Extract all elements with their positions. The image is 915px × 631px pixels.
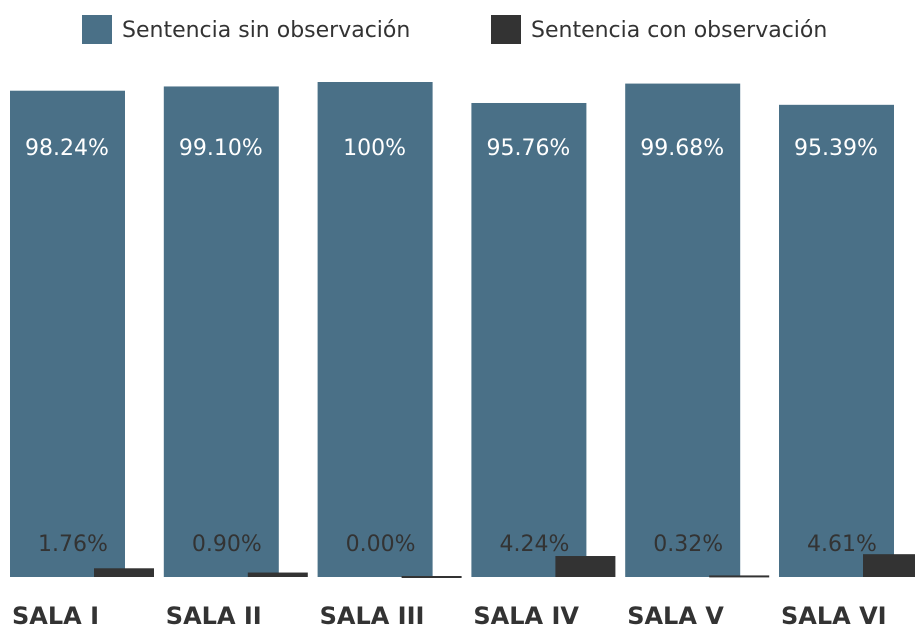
- value-label: 95.39%: [794, 136, 878, 161]
- legend-label: Sentencia con observación: [531, 18, 827, 43]
- legend-swatch: [491, 15, 521, 44]
- value-label: 98.24%: [25, 136, 109, 161]
- value-label: 4.24%: [499, 532, 569, 557]
- bar: [863, 554, 915, 577]
- bar: [247, 572, 308, 577]
- x-tick-label: SALA II: [166, 602, 262, 627]
- value-label: 0.00%: [346, 532, 416, 557]
- value-label: 0.90%: [192, 532, 262, 557]
- bar: [94, 568, 154, 577]
- bar: [163, 86, 279, 577]
- value-label: 99.68%: [640, 136, 724, 161]
- bar: [401, 576, 462, 578]
- bar: [709, 575, 770, 578]
- bar: [555, 556, 616, 577]
- x-tick-label: SALA I: [12, 602, 99, 627]
- x-tick-label: SALA III: [320, 602, 425, 627]
- value-label: 0.32%: [653, 532, 723, 557]
- bar: [779, 104, 894, 577]
- legend-swatch: [82, 15, 112, 44]
- x-tick-label: SALA IV: [473, 602, 579, 627]
- value-label: 100%: [343, 136, 406, 161]
- x-tick-label: SALA VI: [781, 602, 887, 627]
- value-label: 95.76%: [486, 136, 570, 161]
- bar: [10, 90, 125, 577]
- value-label: 99.10%: [179, 136, 263, 161]
- bar: [625, 83, 741, 578]
- value-label: 4.61%: [807, 532, 877, 557]
- bar: [317, 82, 433, 577]
- legend-label: Sentencia sin observación: [122, 18, 410, 43]
- bar: [471, 102, 587, 577]
- x-tick-label: SALA V: [627, 602, 724, 627]
- value-label: 1.76%: [38, 532, 108, 557]
